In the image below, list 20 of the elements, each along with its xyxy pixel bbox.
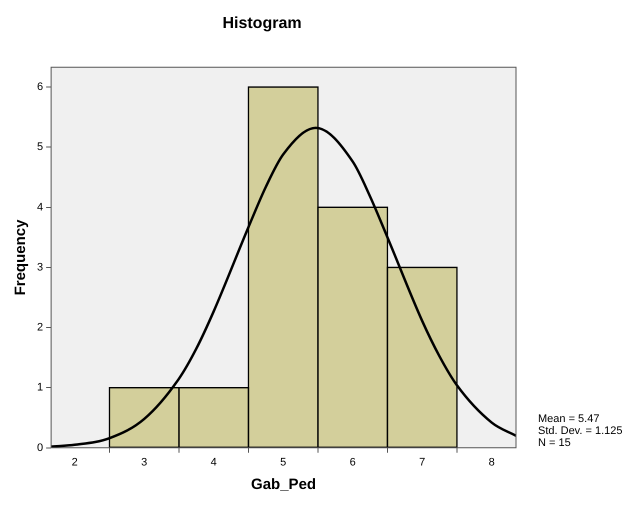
x-tick-label: 2 [72,456,78,468]
text: Mean = 5.47 [538,412,600,425]
text: Std. Dev. = 1.125 [538,424,622,437]
y-tick-label: 0 [36,442,44,454]
x-tick-label: 6 [350,456,356,468]
y-tick-label: 4 [36,201,44,214]
x-axis-title: Gab_Ped [251,476,316,494]
text: N = 15 [538,436,571,449]
y-tick-label: 5 [36,141,44,154]
chart-title: Histogram [222,15,302,32]
y-tick-label: 2 [36,322,44,334]
x-tick-label: 5 [280,456,286,468]
y-tick-label: 3 [36,261,44,274]
y-tick-label: 1 [36,382,44,394]
x-tick-label: 4 [210,456,217,468]
y-axis-title: Frequency [12,218,30,296]
x-tick-label: 8 [488,456,495,468]
x-tick-label: 3 [141,456,148,468]
x-tick-label: 7 [419,456,426,468]
y-tick-label: 6 [36,81,44,94]
